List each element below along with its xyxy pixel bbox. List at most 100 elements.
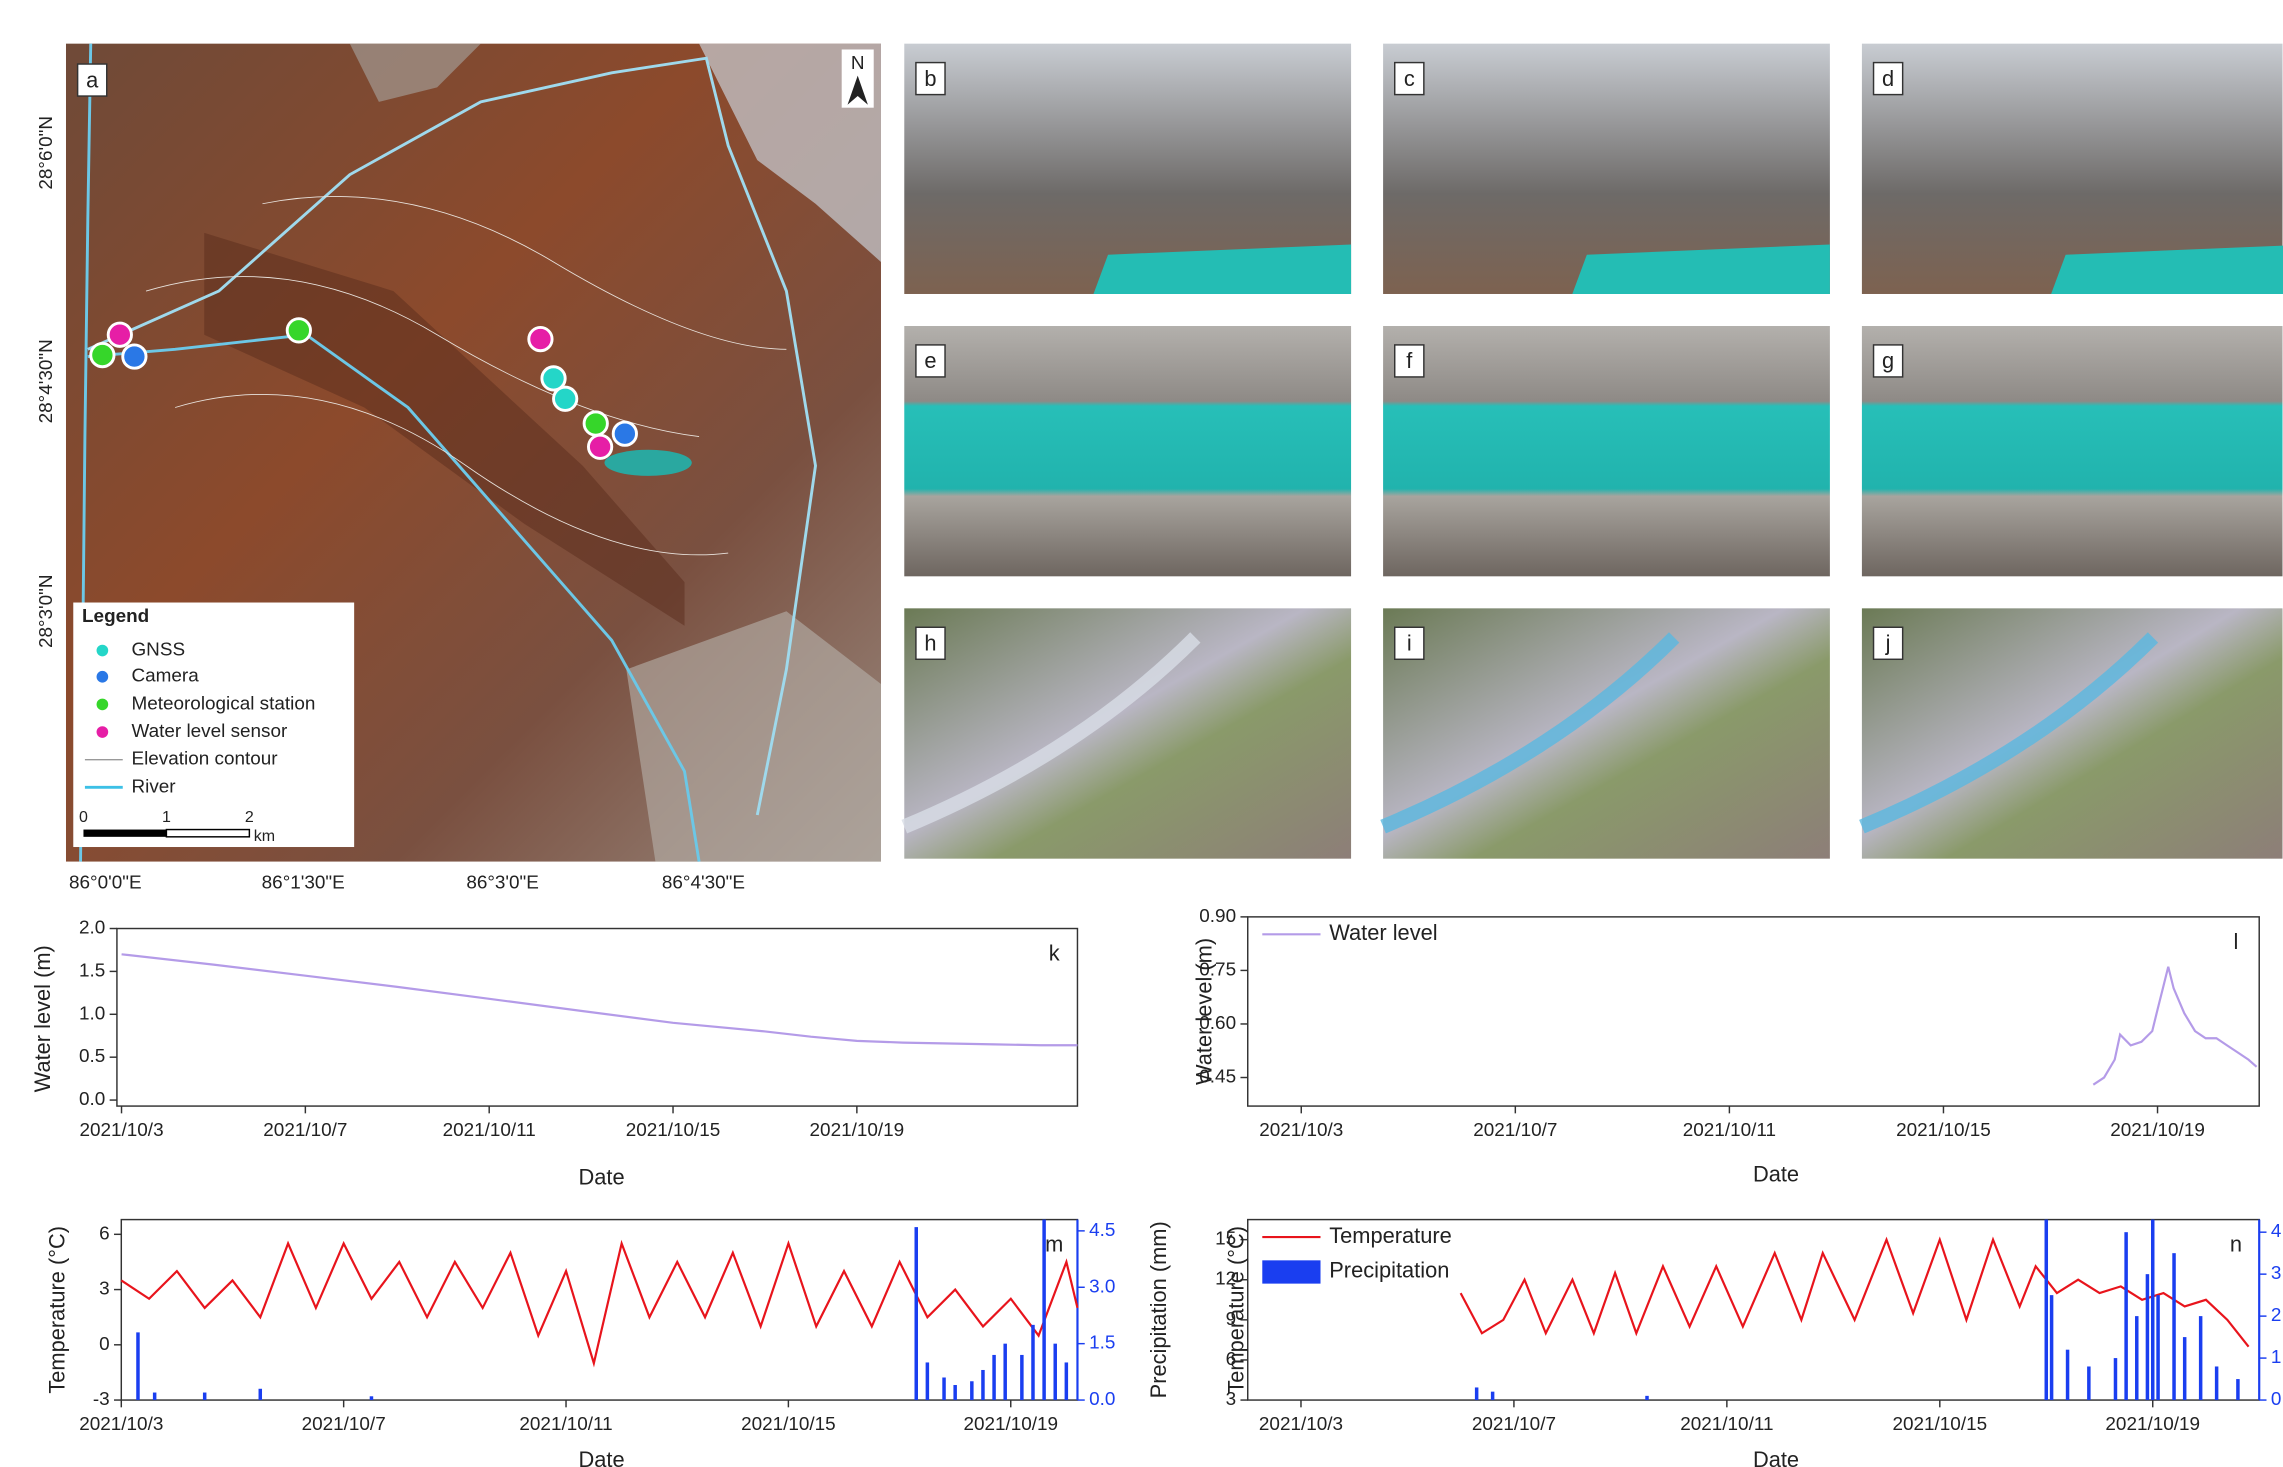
photo <box>904 608 1351 858</box>
plot-frame <box>117 929 1078 1107</box>
bar <box>2087 1366 2090 1400</box>
x-axis-label: Date <box>1753 1447 1799 1467</box>
lon-label: 86°4'30"E <box>662 872 745 893</box>
bar <box>2183 1337 2186 1400</box>
bar <box>915 1227 918 1400</box>
scale-bar <box>166 830 249 837</box>
lat-label: 28°4'30"N <box>36 339 57 423</box>
y-axis-label: Water level (m) <box>1191 938 1216 1085</box>
legend-symbol <box>97 645 109 657</box>
scale-label: 1 <box>162 809 171 826</box>
x-axis-label: Date <box>1753 1162 1799 1187</box>
scale-unit: km <box>254 828 275 845</box>
photo-label: e <box>924 348 936 373</box>
y2-tick-label: 2 <box>2271 1305 2282 1326</box>
y2-tick-label: 3.0 <box>1089 1276 1115 1297</box>
bar <box>2199 1316 2202 1400</box>
lon-label: 86°3'0"E <box>466 872 539 893</box>
y2-tick-label: 0.0 <box>1089 1389 1115 1410</box>
photo <box>1383 608 1830 858</box>
y-tick-label: 0 <box>99 1334 110 1355</box>
figure: a N Legend GNSS Camera Meteorological st… <box>0 0 2283 1467</box>
line <box>122 954 1078 1045</box>
lon-label: 86°0'0"E <box>69 872 142 893</box>
photo <box>1862 326 2283 576</box>
x-tick-label: 2021/10/3 <box>79 1414 163 1435</box>
bar <box>2172 1253 2175 1400</box>
panel-label: n <box>2230 1232 2242 1257</box>
bar <box>1053 1344 1056 1400</box>
y2-tick-label: 3 <box>2271 1263 2282 1284</box>
bar <box>370 1396 373 1400</box>
bar <box>2151 1220 2154 1400</box>
y-tick-label: 2.0 <box>79 918 105 939</box>
x-tick-label: 2021/10/11 <box>1680 1414 1773 1435</box>
scale-label: 0 <box>79 809 88 826</box>
y2-tick-label: 4.5 <box>1089 1220 1115 1241</box>
x-axis-label: Date <box>579 1447 625 1467</box>
x-tick-label: 2021/10/3 <box>79 1120 163 1141</box>
scale-label: 2 <box>245 809 254 826</box>
x-tick-label: 2021/10/11 <box>1683 1120 1776 1141</box>
chart: 2021/10/32021/10/72021/10/112021/10/1520… <box>1215 1220 2281 1467</box>
bar <box>2114 1358 2117 1400</box>
y-axis-label: Water level (m) <box>30 945 55 1092</box>
y-tick-label: 0.5 <box>79 1046 105 1067</box>
bar <box>2066 1350 2069 1400</box>
bar <box>2050 1295 2053 1400</box>
x-axis-label: Date <box>579 1165 625 1190</box>
x-tick-label: 2021/10/15 <box>741 1414 836 1435</box>
map-legend: Legend GNSS Camera Meteorological statio… <box>73 603 354 848</box>
panel-label: a <box>86 67 99 92</box>
legend-item: Temperature <box>1329 1223 1452 1248</box>
y-tick-label: 0.90 <box>1199 906 1236 927</box>
legend-item: Water level <box>1329 920 1437 945</box>
y2-tick-label: 1 <box>2271 1347 2282 1368</box>
x-tick-label: 2021/10/11 <box>443 1120 536 1141</box>
bar <box>981 1370 984 1400</box>
x-tick-label: 2021/10/19 <box>963 1414 1058 1435</box>
bar <box>2236 1379 2239 1400</box>
legend-title: Legend <box>82 606 149 627</box>
x-tick-label: 2021/10/7 <box>263 1120 347 1141</box>
y-axis-label: Temperature (°C) <box>1223 1226 1248 1394</box>
bar <box>259 1389 262 1400</box>
page: a N Legend GNSS Camera Meteorological st… <box>0 0 2283 1467</box>
photo-label: j <box>1885 630 1891 655</box>
photo-label: i <box>1407 630 1412 655</box>
x-tick-label: 2021/10/15 <box>1892 1414 1987 1435</box>
legend-symbol <box>97 671 109 683</box>
bar <box>1020 1355 1023 1400</box>
line <box>1461 1240 2249 1347</box>
panel-label: m <box>1045 1232 1063 1257</box>
photo-label: c <box>1404 66 1415 91</box>
y-axis-label: Temperature (°C) <box>44 1226 69 1394</box>
legend-item: River <box>131 776 175 797</box>
line <box>2093 967 2256 1085</box>
chart: 2021/10/32021/10/72021/10/112021/10/1520… <box>30 918 1078 1190</box>
photo <box>904 326 1351 576</box>
bar <box>203 1393 206 1401</box>
x-tick-label: 2021/10/15 <box>626 1120 721 1141</box>
legend-item: Elevation contour <box>131 749 277 770</box>
x-tick-label: 2021/10/19 <box>2105 1414 2200 1435</box>
bar <box>1031 1325 1034 1400</box>
x-tick-label: 2021/10/11 <box>519 1414 612 1435</box>
y-tick-label: 3 <box>99 1279 110 1300</box>
bar <box>2215 1366 2218 1400</box>
y-tick-label: 6 <box>99 1223 110 1244</box>
photo <box>1383 326 1830 576</box>
scale-bar <box>83 830 166 837</box>
bar <box>926 1362 929 1400</box>
y-tick-label: -3 <box>93 1389 110 1410</box>
bar <box>2156 1295 2159 1400</box>
y-tick-label: 0.0 <box>79 1089 105 1110</box>
x-tick-label: 2021/10/3 <box>1259 1120 1343 1141</box>
photo-label: g <box>1882 348 1894 373</box>
bar <box>1491 1392 1494 1400</box>
bar <box>992 1355 995 1400</box>
bar <box>153 1393 156 1401</box>
y2-tick-label: 1.5 <box>1089 1333 1115 1354</box>
